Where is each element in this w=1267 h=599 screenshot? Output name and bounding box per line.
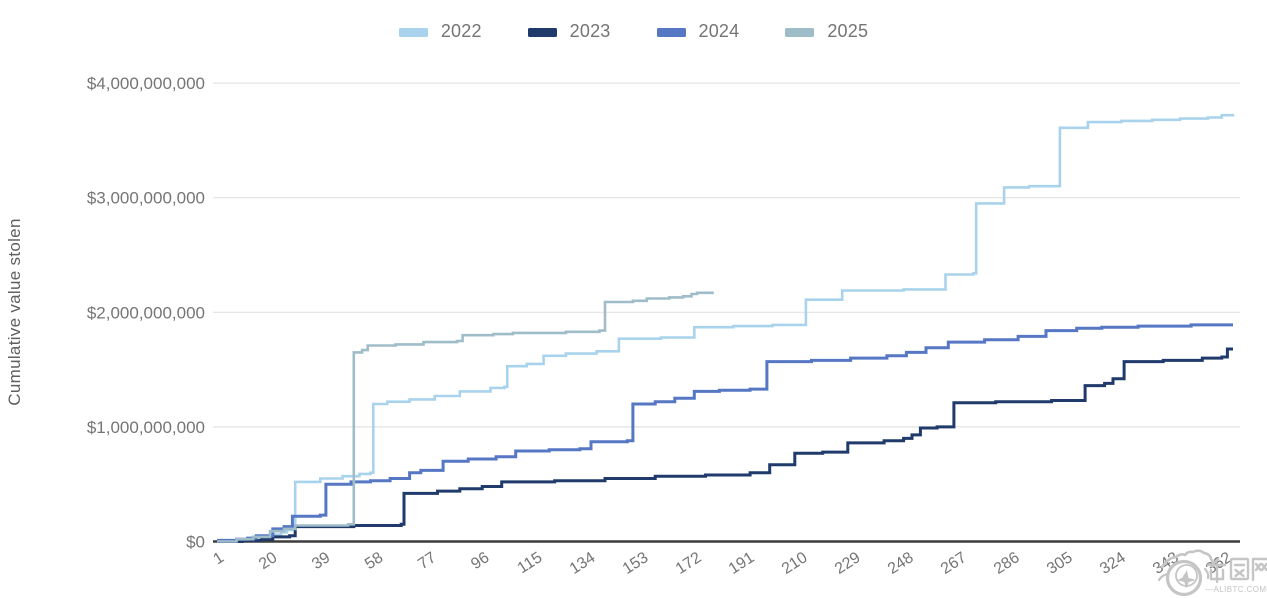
x-tick-label: 324 bbox=[1097, 549, 1129, 578]
watermark-cjk-text bbox=[1206, 557, 1267, 584]
watermark: —ALIBTC.COM— bbox=[1157, 549, 1267, 597]
y-tick-label: $2,000,000,000 bbox=[87, 303, 205, 322]
series-line-2025 bbox=[217, 291, 714, 543]
legend-item-2025: 2025 bbox=[785, 21, 868, 42]
series-line-2022 bbox=[217, 113, 1235, 542]
y-axis-title: Cumulative value stolen bbox=[5, 218, 24, 405]
legend-item-2023: 2023 bbox=[527, 21, 611, 42]
x-tick-label: 96 bbox=[468, 549, 492, 573]
y-tick-label: $3,000,000,000 bbox=[87, 189, 205, 208]
legend-swatch-2022 bbox=[398, 28, 428, 37]
legend-item-2024: 2024 bbox=[656, 21, 740, 42]
series-line-2023 bbox=[217, 347, 1233, 543]
x-tick-label: 286 bbox=[991, 549, 1023, 578]
x-tick-label: 39 bbox=[309, 549, 333, 573]
legend-item-2022: 2022 bbox=[398, 21, 482, 42]
watermark-badge-icon bbox=[1157, 549, 1215, 597]
x-tick-label: 134 bbox=[567, 549, 599, 578]
legend-label-2025: 2025 bbox=[827, 21, 869, 41]
x-tick-label: 248 bbox=[885, 549, 917, 578]
x-tick-label: 191 bbox=[726, 549, 758, 578]
x-tick-label: 1 bbox=[210, 549, 227, 568]
x-tick-label: 58 bbox=[362, 549, 386, 573]
legend-swatch-2023 bbox=[527, 28, 557, 37]
x-tick-label: 153 bbox=[620, 549, 652, 578]
legend-swatch-2024 bbox=[656, 28, 686, 37]
x-tick-label: 77 bbox=[415, 549, 439, 573]
y-tick-label: $1,000,000,000 bbox=[87, 418, 205, 437]
x-tick-label: 305 bbox=[1044, 549, 1076, 578]
y-tick-label: $0 bbox=[186, 533, 205, 552]
chart-legend: 2022 2023 2024 2025 bbox=[0, 21, 1267, 42]
y-tick-label: $4,000,000,000 bbox=[87, 74, 205, 93]
x-tick-label: 20 bbox=[256, 549, 280, 573]
x-tick-label: 210 bbox=[779, 549, 811, 578]
x-tick-label: 115 bbox=[515, 549, 546, 577]
legend-label-2022: 2022 bbox=[440, 21, 482, 41]
x-tick-label: 172 bbox=[673, 549, 705, 578]
legend-label-2024: 2024 bbox=[698, 21, 740, 41]
x-tick-label: 267 bbox=[938, 549, 970, 578]
watermark-domain-text: —ALIBTC.COM— bbox=[1205, 585, 1267, 594]
legend-label-2023: 2023 bbox=[569, 21, 611, 41]
x-tick-label: 229 bbox=[832, 549, 864, 578]
series-line-2024 bbox=[217, 323, 1233, 542]
legend-swatch-2025 bbox=[785, 28, 815, 37]
